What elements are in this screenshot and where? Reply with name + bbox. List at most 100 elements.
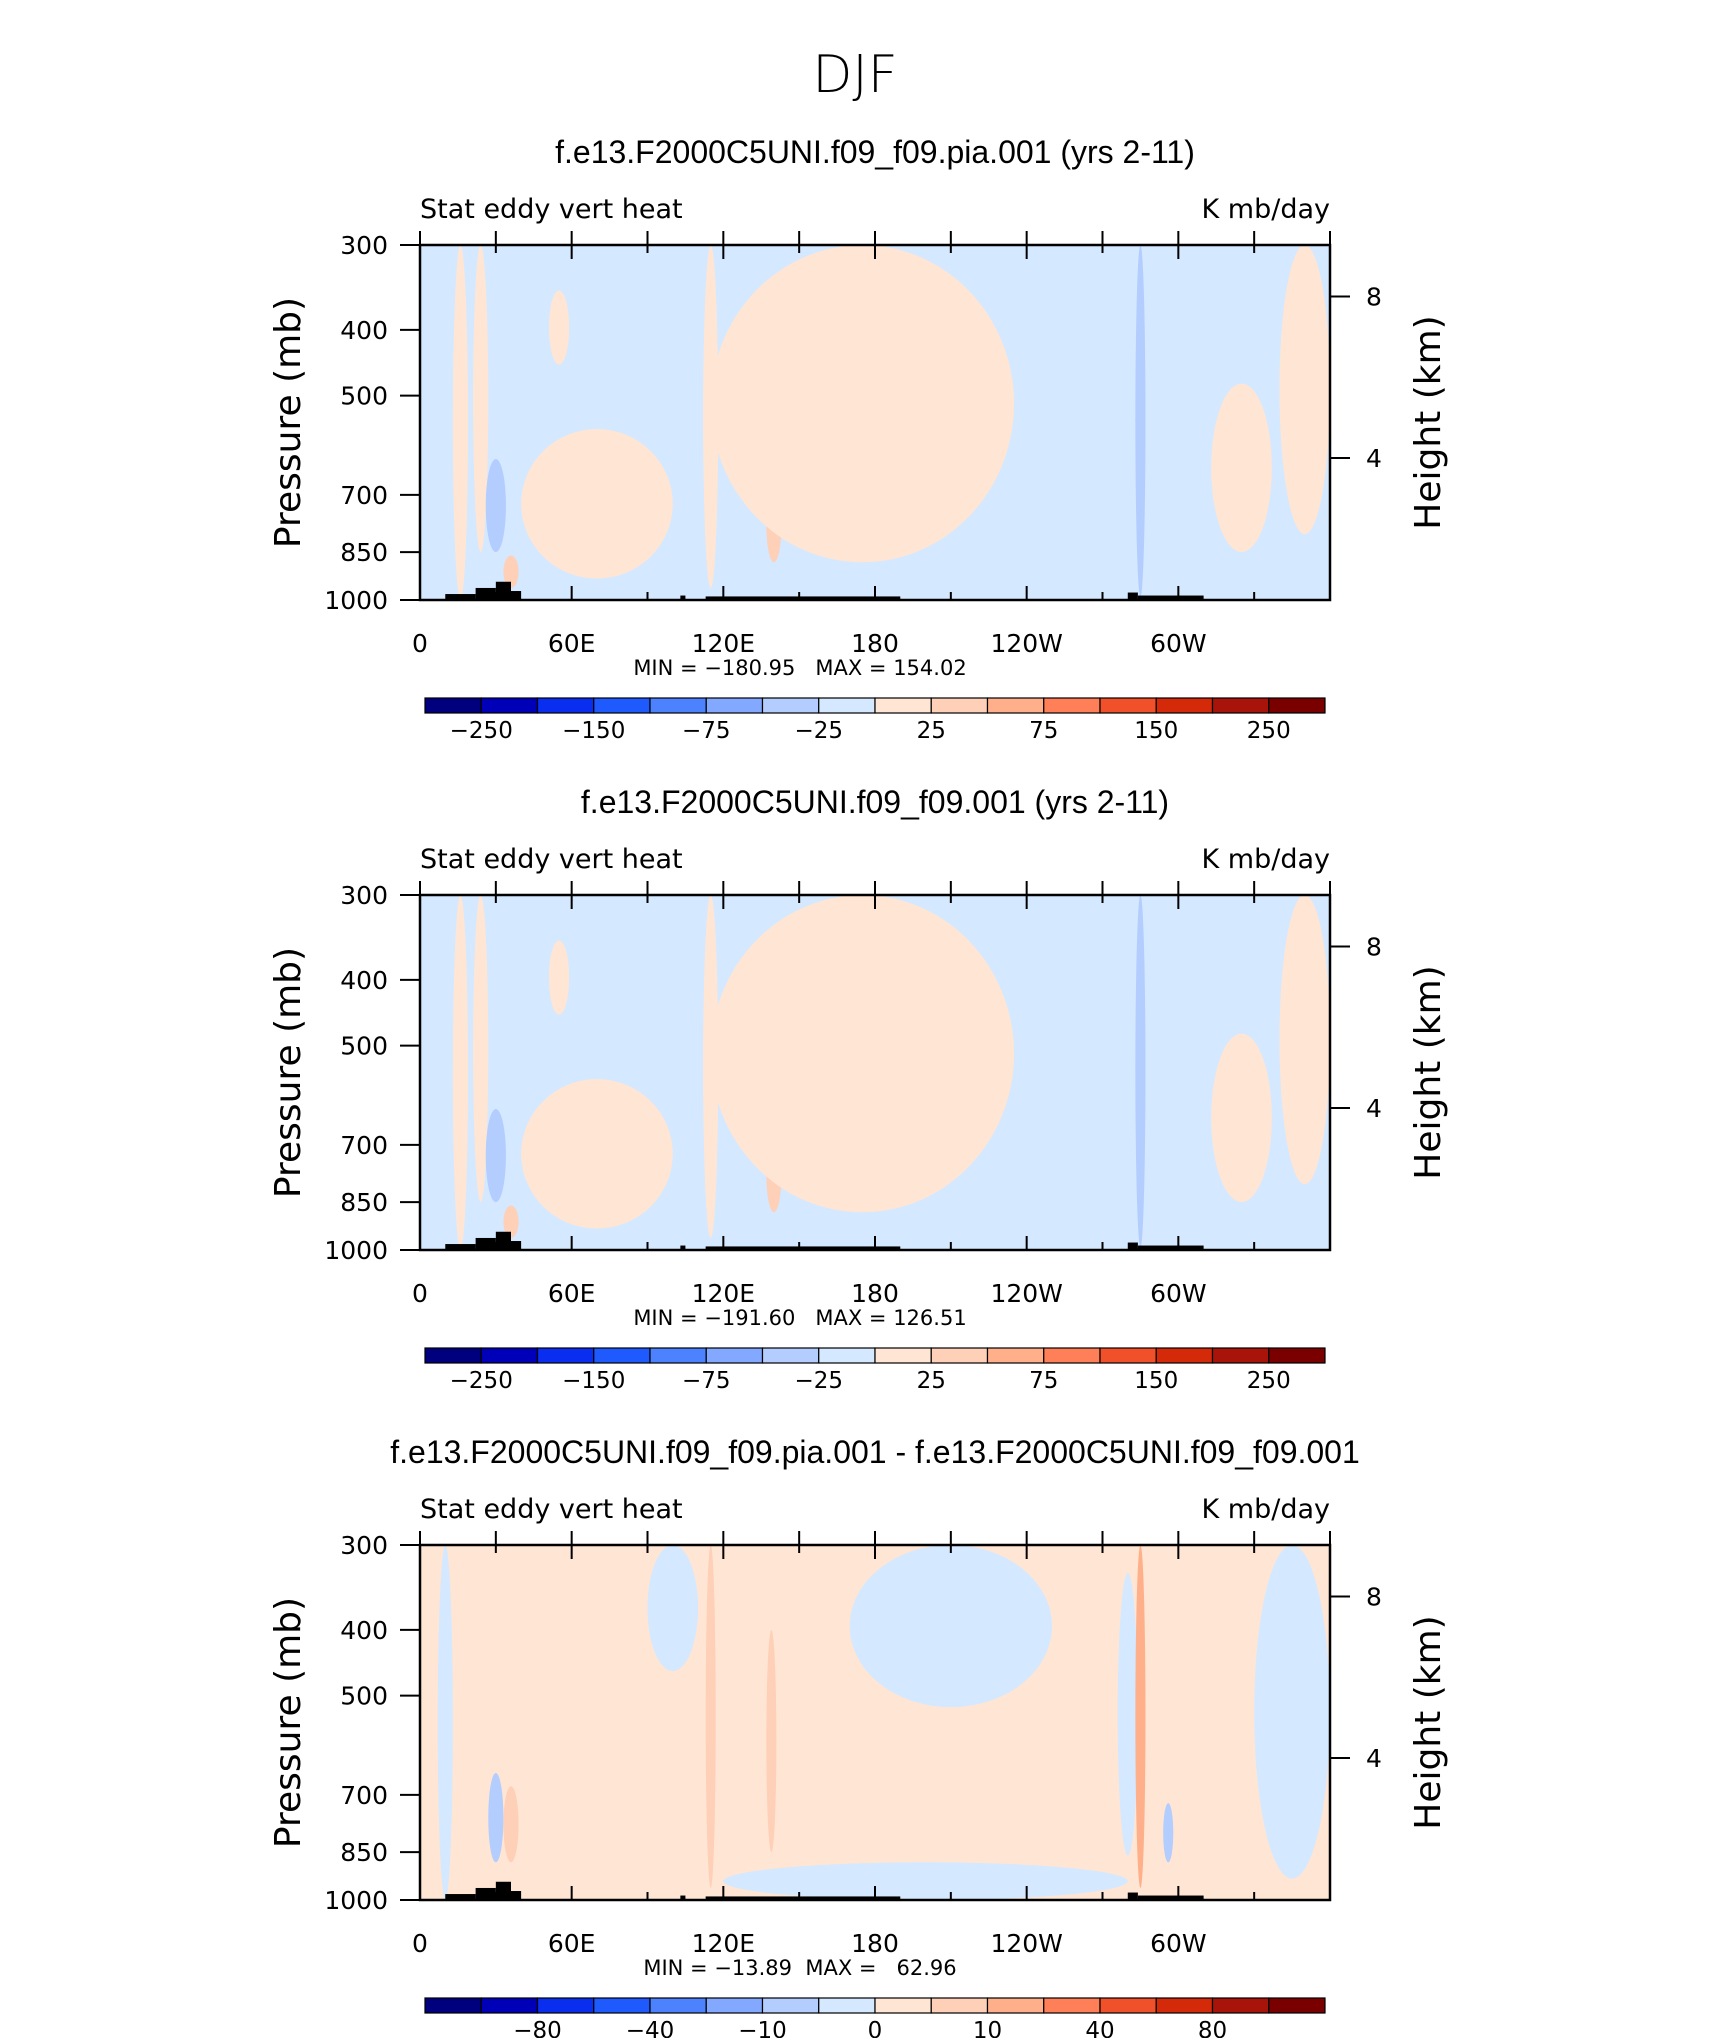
colorbar-box [649,1347,707,1364]
min-max-stats: MIN = −191.60 MAX = 126.51 [633,1306,966,1330]
y-tick-label: 400 [340,316,388,345]
topography [1137,1245,1204,1250]
colorbar-box [536,1997,595,2014]
colorbar-box [480,1997,539,2014]
field-feature [503,555,519,588]
colorbar-label: 80 [1198,2018,1227,2038]
colorbar-box [649,1997,707,2014]
y-tick-label: 700 [340,1131,388,1160]
field-feature [485,1109,506,1203]
colorbar-box [536,1347,595,1364]
colorbar-label: −10 [738,2018,787,2038]
colorbar-label: −250 [450,718,513,744]
x-tick-label: 60E [548,1279,596,1308]
field-feature [1145,1045,1161,1213]
x-tick-label: 60W [1150,629,1207,658]
field-feature [1211,383,1272,553]
colorbar-box [818,1997,876,2014]
colorbar-box [649,697,707,714]
topography [511,1891,522,1900]
colorbar-label: 25 [917,1368,946,1394]
y-right-axis-title: Height (km) [1408,315,1449,529]
field-feature [1135,1545,1146,1888]
colorbar-box [761,1347,820,1364]
topography [511,1241,522,1250]
colorbar-box [930,1347,989,1364]
y-tick-label: 400 [340,966,388,995]
field-feature [452,895,469,1250]
field-feature [473,245,489,553]
colorbar-label: −250 [450,1368,513,1394]
field-feature [1163,1803,1174,1863]
chart-panel-1: f.e13.F2000C5UNI.f09_f09.pia.001 (yrs 2-… [268,134,1449,744]
colorbar-label: −75 [682,1368,731,1394]
field-feature [548,290,570,365]
topography [511,591,522,600]
chart-panel-3: f.e13.F2000C5UNI.f09_f09.pia.001 - f.e13… [268,1434,1449,2038]
colorbar-box [1099,1997,1157,2014]
panel-title: f.e13.F2000C5UNI.f09_f09.001 (yrs 2-11) [581,784,1169,820]
topography [1127,1892,1138,1900]
y-right-tick-label: 8 [1366,282,1382,311]
x-tick-label: 120W [990,1929,1062,1958]
colorbar-box [593,1997,651,2014]
colorbar-box [1211,1997,1270,2014]
field-feature [647,1545,699,1672]
field-feature [703,895,719,1238]
colorbar-box [593,697,651,714]
field-feature [521,1079,673,1229]
y-tick-label: 500 [340,1682,388,1711]
x-tick-label: 0 [412,1279,428,1308]
colorbar-box [1155,1347,1214,1364]
left-string: Stat eddy vert heat [420,194,683,225]
left-string: Stat eddy vert heat [420,1494,683,1525]
chart-panel-2: f.e13.F2000C5UNI.f09_f09.001 (yrs 2-11) S… [268,784,1449,1394]
topography [475,587,496,600]
topography [705,596,901,600]
colorbar-label: 0 [868,2018,883,2038]
left-string: Stat eddy vert heat [420,844,683,875]
field-feature [1279,895,1330,1185]
colorbar-box [480,1347,539,1364]
y-right-tick-label: 4 [1366,444,1382,473]
colorbar-label: 25 [917,718,946,744]
colorbar-box [1211,697,1270,714]
colorbar-box [1155,1997,1214,2014]
field-feature [548,940,570,1015]
colorbar-label: 40 [1085,2018,1114,2038]
field-feature [723,1862,1128,1900]
field-feature [703,245,719,588]
colorbar-box [930,1997,989,2014]
colorbar-box [874,1997,932,2014]
field-feature [488,1772,504,1863]
colorbar-label: −25 [794,1368,843,1394]
x-tick-label: 120E [692,629,756,658]
colorbar-label: 75 [1029,1368,1058,1394]
x-tick-label: 60W [1150,1929,1207,1958]
colorbar-box [874,1347,932,1364]
topography [705,1896,901,1900]
topography [705,1246,901,1250]
figure-title: DJF [812,45,897,105]
y-axis-title: Pressure (mb) [268,1597,309,1848]
field-feature [485,459,506,553]
colorbar-box [1099,697,1157,714]
colorbar-box [1268,1997,1326,2014]
x-tick-label: 120E [692,1929,756,1958]
field-feature [521,429,673,579]
y-tick-label: 700 [340,481,388,510]
field-feature [1117,1573,1138,1856]
colorbar-box [593,1347,651,1364]
colorbar-label: 10 [973,2018,1002,2038]
field-feature [1279,245,1330,535]
y-right-tick-label: 4 [1366,1744,1382,1773]
colorbar-label: 150 [1134,718,1178,744]
colorbar-box [761,697,820,714]
min-max-stats: MIN = −13.89 MAX = 62.96 [643,1956,956,1980]
colorbar-box [1043,1997,1101,2014]
topography [680,1895,686,1900]
colorbar-label: −25 [794,718,843,744]
min-max-stats: MIN = −180.95 MAX = 154.02 [633,656,966,680]
y-right-tick-label: 8 [1366,1582,1382,1611]
topography [1137,595,1204,600]
